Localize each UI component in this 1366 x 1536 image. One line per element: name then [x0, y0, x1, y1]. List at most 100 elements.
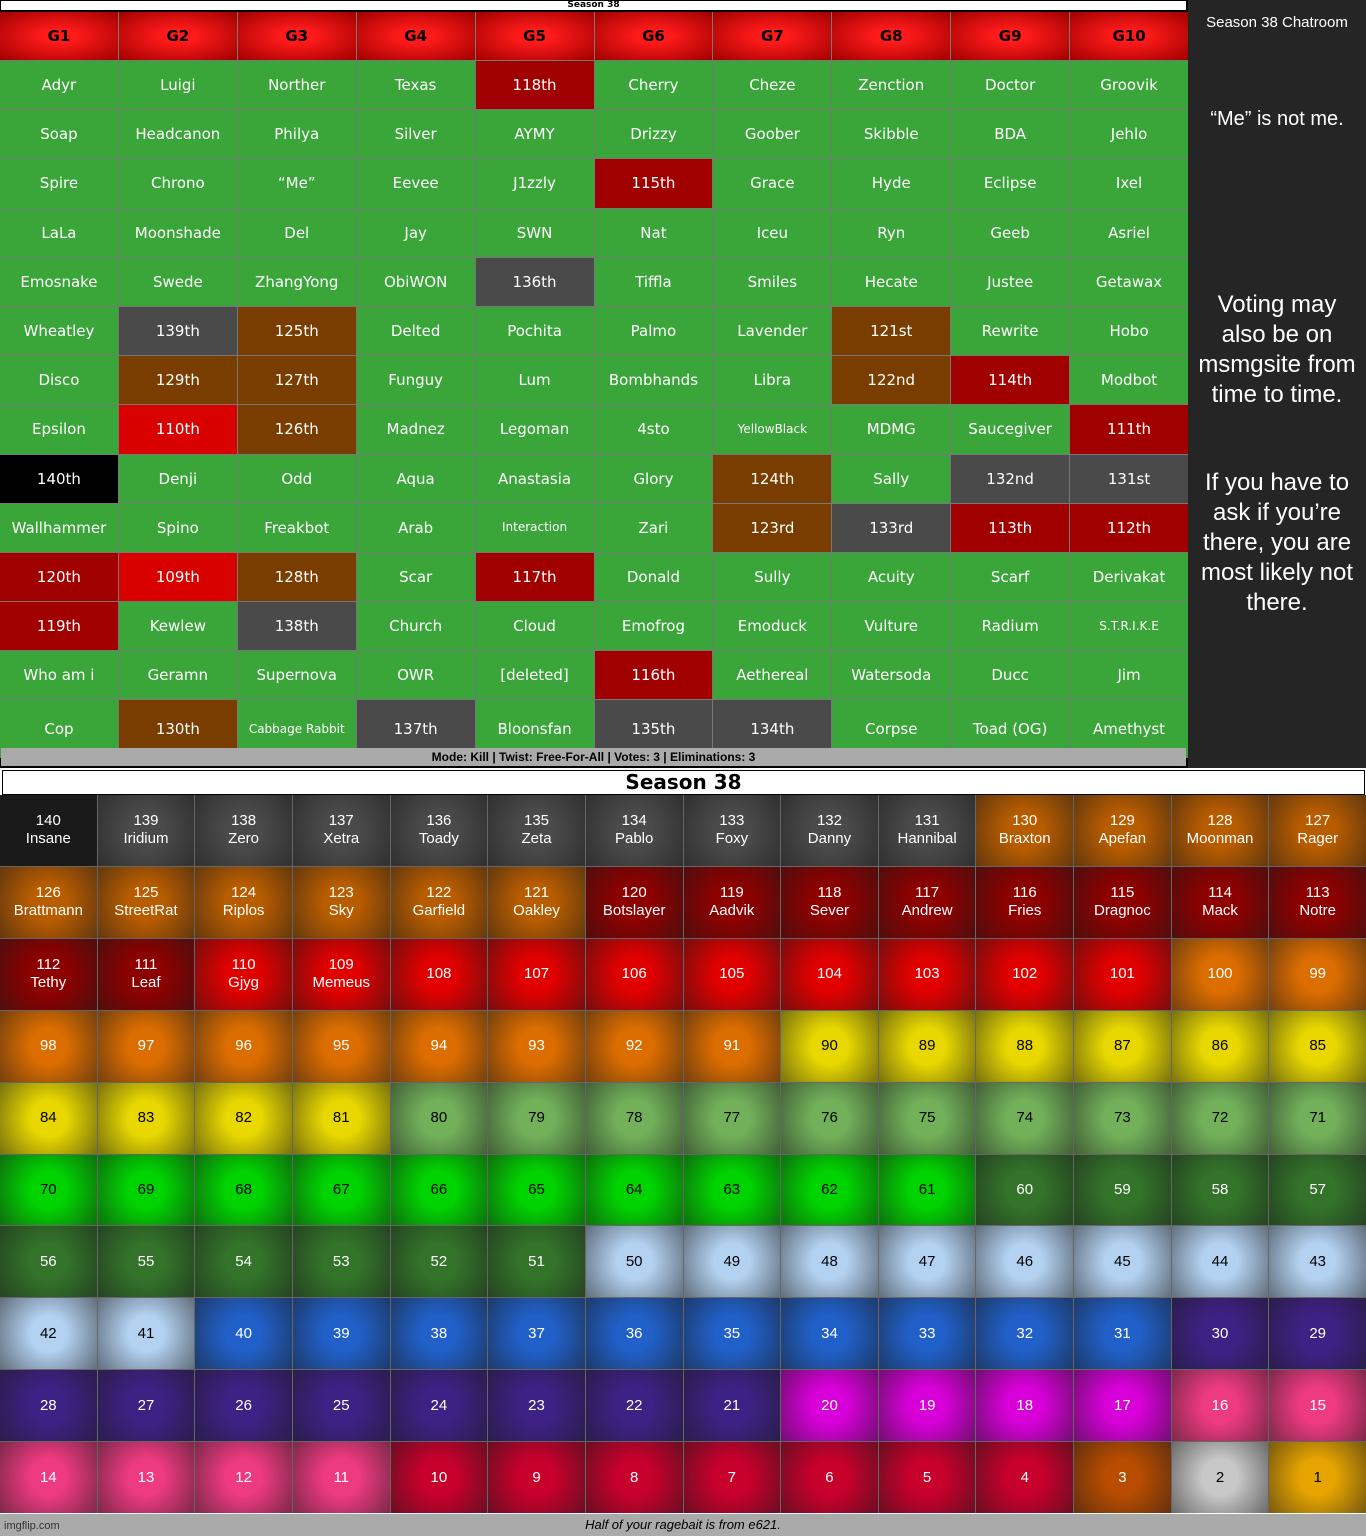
rank-number: 36 — [625, 1324, 643, 1342]
rank-number: 123 — [328, 884, 354, 902]
rank-cell: 48 — [781, 1226, 878, 1298]
rank-cell: 140 Insane — [0, 795, 97, 866]
player-cell: Vulture — [832, 602, 951, 651]
rank-number: 21 — [723, 1396, 741, 1414]
rank-number: 15 — [1309, 1396, 1327, 1414]
rank-cell: 35 — [683, 1298, 781, 1370]
rank-cell: 38 — [390, 1298, 488, 1370]
player-cell: Sully — [713, 552, 832, 602]
rank-cell: 21 — [683, 1370, 781, 1442]
player-cell: 113th — [951, 503, 1070, 552]
player-cell: Nat — [594, 208, 713, 257]
player-cell: Freakbot — [237, 503, 356, 552]
rank-number: 136 — [426, 812, 452, 830]
player-cell: Adyr — [0, 61, 118, 110]
player-cell: Ixel — [1070, 159, 1188, 208]
player-cell: 4sto — [594, 405, 713, 454]
rank-cell: 102 — [976, 938, 1074, 1010]
rank-number: 47 — [918, 1252, 936, 1270]
rank-number: 32 — [1016, 1324, 1034, 1342]
rank-cell: 73 — [1074, 1082, 1171, 1154]
rank-cell: 126 Brattmann — [0, 866, 97, 938]
rank-number: 129 — [1109, 812, 1135, 830]
rank-number: 7 — [727, 1468, 736, 1486]
rank-cell: 31 — [1074, 1298, 1171, 1370]
player-cell: Kewlew — [118, 602, 237, 651]
rank-number: 120 — [621, 884, 647, 902]
player-cell: Hobo — [1070, 306, 1188, 356]
player-name: StreetRat — [114, 902, 178, 920]
rank-number: 73 — [1114, 1109, 1131, 1127]
rank-number: 39 — [332, 1324, 350, 1342]
rank-cell: 129 Apefan — [1074, 795, 1171, 866]
rank-number: 11 — [333, 1468, 350, 1486]
rank-number: 68 — [235, 1180, 252, 1198]
rank-cell: 20 — [781, 1370, 878, 1442]
player-cell: Doctor — [951, 61, 1070, 110]
rank-cell: 53 — [292, 1226, 390, 1298]
rank-cell: 99 — [1269, 938, 1366, 1010]
player-cell: Glory — [594, 454, 713, 503]
rank-cell: 12 — [195, 1442, 292, 1513]
rank-cell: 93 — [488, 1010, 585, 1082]
rank-cell: 29 — [1269, 1298, 1366, 1370]
player-cell: 121st — [832, 306, 951, 356]
rank-cell: 89 — [878, 1010, 976, 1082]
rank-number: 38 — [430, 1324, 448, 1342]
rank-cell: 34 — [781, 1298, 878, 1370]
rank-number: 4 — [1020, 1468, 1029, 1486]
rank-cell: 101 — [1074, 938, 1171, 1010]
side-note: “Me” is not me. — [1210, 108, 1344, 130]
rank-cell: 55 — [97, 1226, 195, 1298]
player-cell: Silver — [356, 110, 475, 159]
rank-number: 25 — [332, 1396, 350, 1414]
rank-number: 127 — [1305, 812, 1331, 830]
rank-cell: 42 — [0, 1298, 97, 1370]
rank-number: 72 — [1211, 1109, 1229, 1127]
rank-number: 86 — [1211, 1037, 1229, 1055]
rank-cell: 33 — [878, 1298, 976, 1370]
rank-cell: 67 — [292, 1154, 390, 1226]
player-cell: ObiWON — [356, 257, 475, 306]
group-header: G8 — [832, 12, 951, 60]
group-header: G3 — [237, 12, 356, 60]
rank-cell: 58 — [1171, 1154, 1269, 1226]
player-name: Braxton — [998, 830, 1051, 848]
rank-cell: 130 Braxton — [976, 795, 1074, 866]
rank-number: 63 — [723, 1180, 741, 1198]
rank-number: 130 — [1012, 812, 1038, 830]
rank-number: 138 — [231, 812, 257, 830]
rank-number: 77 — [723, 1109, 741, 1127]
player-cell: Grace — [713, 159, 832, 208]
rank-cell: 81 — [292, 1082, 390, 1154]
player-cell: Emoduck — [713, 602, 832, 651]
rank-number: 119 — [719, 884, 744, 902]
rank-number: 5 — [922, 1468, 932, 1486]
rank-number: 9 — [532, 1468, 541, 1486]
rank-cell: 66 — [390, 1154, 488, 1226]
rank-cell: 135 Zeta — [488, 795, 585, 866]
rank-number: 102 — [1012, 965, 1038, 983]
rank-cell: 2 — [1171, 1442, 1269, 1513]
player-name: Gjyg — [228, 974, 260, 992]
rank-number: 81 — [332, 1109, 350, 1127]
rank-number: 60 — [1016, 1180, 1034, 1198]
rank-cell: 98 — [0, 1010, 97, 1082]
rank-cell: 54 — [195, 1226, 292, 1298]
player-name: Foxy — [715, 830, 749, 848]
rank-cell: 116 Fries — [976, 866, 1074, 938]
rank-number: 64 — [625, 1180, 643, 1198]
player-name: Pablo — [614, 830, 654, 848]
player-cell: 122nd — [832, 356, 951, 405]
rank-cell: 3 — [1074, 1442, 1171, 1513]
rank-number: 91 — [723, 1037, 741, 1055]
rank-cell: 61 — [878, 1154, 976, 1226]
rank-number: 82 — [235, 1109, 252, 1127]
player-cell: Ducc — [951, 651, 1070, 700]
rank-cell: 18 — [976, 1370, 1074, 1442]
rank-number: 132 — [816, 812, 842, 830]
rank-cell: 84 — [0, 1082, 97, 1154]
rank-number: 69 — [137, 1180, 155, 1198]
player-cell: Delted — [356, 306, 475, 356]
group-header: G5 — [475, 12, 594, 60]
